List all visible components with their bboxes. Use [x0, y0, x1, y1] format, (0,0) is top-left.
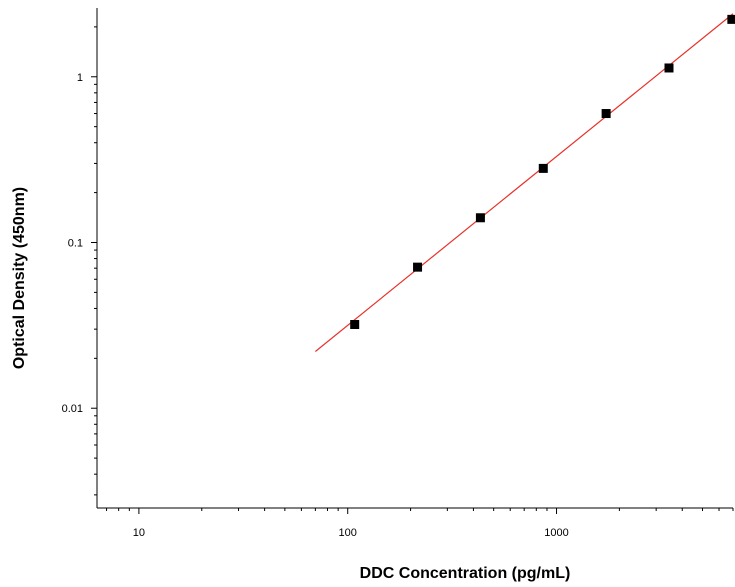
- data-point: [601, 109, 611, 119]
- fit-line: [314, 13, 734, 352]
- axes: [96, 8, 733, 509]
- y-tick-label: 0.1: [68, 237, 83, 249]
- y-ticks: 0.01 0.1 1: [62, 26, 97, 496]
- data-point: [475, 213, 485, 223]
- y-tick-label: 0.01: [62, 403, 83, 415]
- y-tick-label: 1: [77, 72, 83, 84]
- data-point: [538, 163, 548, 173]
- x-tick-label: 10: [133, 527, 145, 539]
- data-point: [664, 63, 674, 73]
- fit-line-group: [314, 13, 734, 352]
- data-point: [350, 320, 360, 330]
- y-axis-title: Optical Density (450nm): [11, 187, 28, 369]
- data-point: [413, 262, 423, 272]
- data-point: [727, 14, 735, 24]
- data-points: [350, 14, 735, 330]
- x-ticks: 10 100 1000: [106, 508, 734, 539]
- x-tick-label: 100: [339, 527, 357, 539]
- x-tick-label: 1000: [544, 527, 568, 539]
- x-axis-title: DDC Concentration (pg/mL): [360, 565, 571, 582]
